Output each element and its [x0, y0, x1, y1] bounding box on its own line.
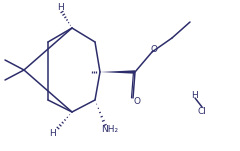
Text: H: H — [57, 3, 63, 13]
Text: H: H — [50, 130, 56, 138]
Text: NH₂: NH₂ — [102, 125, 119, 135]
Text: O: O — [150, 45, 157, 53]
Polygon shape — [100, 70, 135, 74]
Text: O: O — [133, 98, 140, 106]
Text: H: H — [192, 90, 198, 100]
Text: Cl: Cl — [198, 108, 206, 117]
